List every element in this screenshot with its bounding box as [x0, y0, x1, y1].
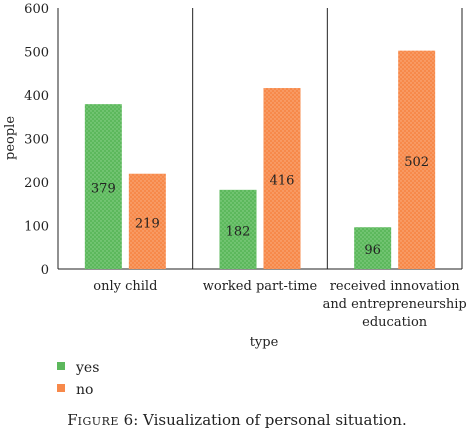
bar-yes: [354, 227, 392, 269]
category-labels: only child worked part-time received innov…: [93, 279, 466, 330]
x-axis-title: type: [250, 335, 279, 350]
caption-prefix-rest: IGURE: [78, 415, 119, 428]
category-label: education: [362, 315, 428, 330]
category-label: only child: [93, 279, 157, 294]
bar-yes: [84, 104, 122, 269]
legend-swatch-no: [57, 384, 65, 392]
y-tick-label: 600: [24, 2, 49, 17]
y-tick-label: 0: [41, 263, 49, 278]
bar-no: [128, 173, 166, 269]
axes: [57, 8, 463, 270]
bar-no: [263, 88, 301, 269]
bar-yes: [219, 189, 257, 269]
y-tick-label: 200: [24, 176, 49, 191]
bar-no: [398, 50, 436, 269]
y-tick-label: 300: [24, 133, 49, 148]
legend-swatch-yes: [57, 362, 65, 370]
category-label: received innovation: [330, 279, 461, 294]
legend-label-yes: yes: [75, 360, 99, 376]
y-tick-label: 400: [24, 89, 49, 104]
legend: yes no: [57, 360, 99, 398]
y-axis-ticks: 0 100 200 300 400 500 600: [24, 2, 49, 278]
y-tick-label: 100: [24, 220, 49, 235]
data-label: 379: [91, 182, 116, 197]
category-label: and entrepreneurship: [323, 297, 467, 312]
caption-number: 6:: [119, 411, 143, 429]
figure-caption: FIGURE 6: Visualization of personal situ…: [67, 411, 406, 429]
y-axis-title: people: [3, 116, 18, 160]
category-label: worked part-time: [203, 279, 318, 294]
data-label: 502: [404, 155, 429, 170]
data-label: 219: [135, 216, 160, 231]
data-label: 182: [226, 224, 251, 239]
caption-text: Visualization of personal situation.: [142, 411, 407, 429]
data-label: 96: [364, 243, 381, 258]
legend-label-no: no: [76, 382, 93, 398]
y-tick-label: 500: [24, 46, 49, 61]
data-label: 416: [270, 174, 295, 189]
caption-prefix-first: F: [67, 411, 77, 429]
bars: 379 219 182 416 96 502: [84, 50, 436, 269]
